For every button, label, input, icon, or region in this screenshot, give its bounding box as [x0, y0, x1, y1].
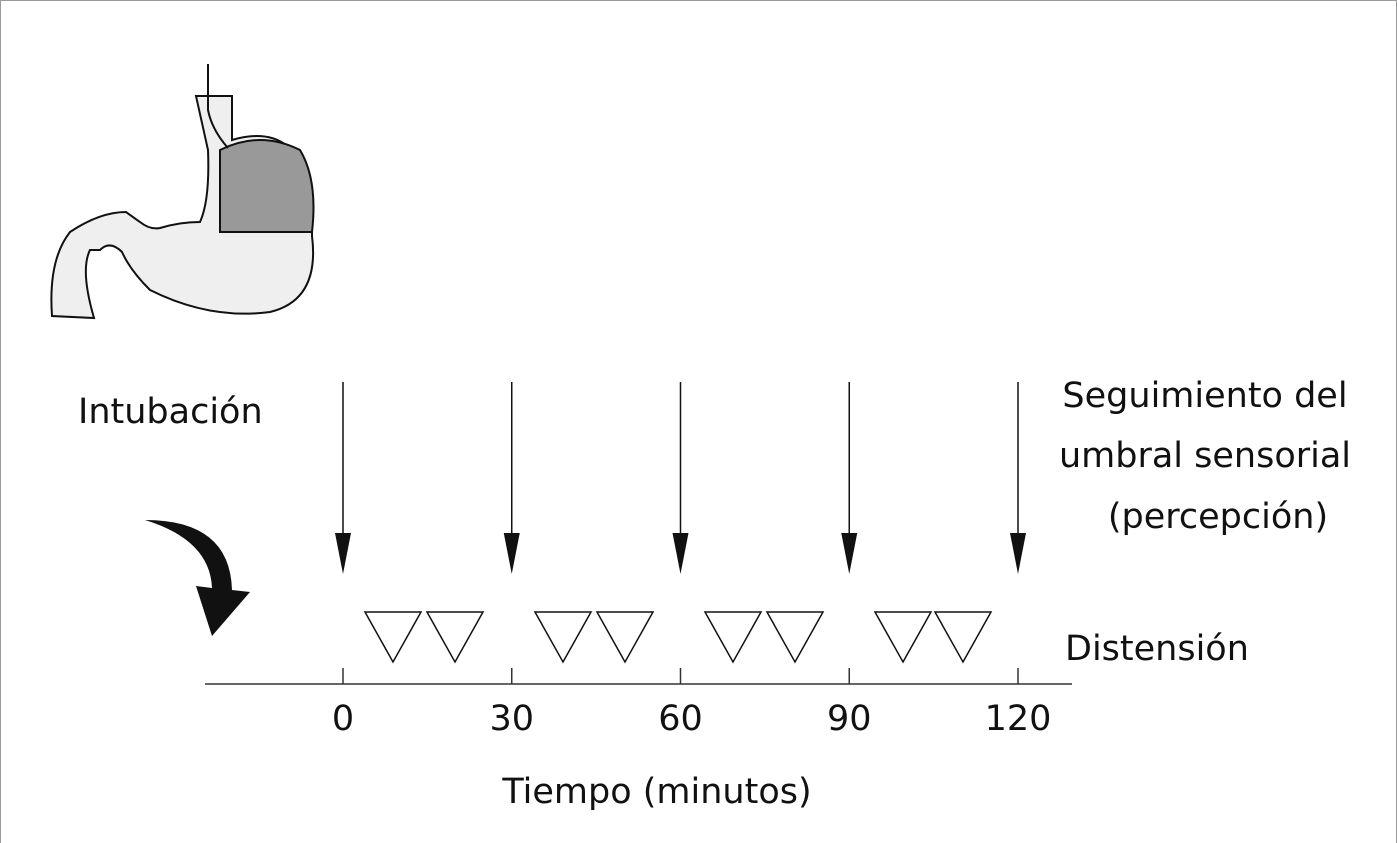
- intubation-label: Intubación: [78, 392, 263, 432]
- tracking-label: umbral sensorial: [1059, 436, 1351, 476]
- stomach-illustration: [50, 64, 315, 320]
- tracking-label: (percepción): [1108, 497, 1328, 537]
- tick-label: 60: [658, 699, 703, 739]
- arrow-head: [841, 533, 858, 574]
- tick-label: 0: [332, 699, 354, 739]
- arrow-head: [1010, 533, 1026, 574]
- curved-arrow: [145, 520, 250, 636]
- arrow-head: [503, 533, 520, 574]
- distension-markers: [363, 611, 993, 664]
- tracking-label: Seguimiento del: [1062, 376, 1347, 416]
- tick-label: 120: [985, 699, 1052, 739]
- axis-title: Tiempo (minutos): [501, 772, 811, 812]
- distension-label: Distensión: [1065, 629, 1249, 669]
- tick-label: 30: [489, 699, 534, 739]
- tick-label: 90: [827, 699, 872, 739]
- arrow-head: [672, 533, 689, 574]
- arrow-head: [335, 533, 351, 574]
